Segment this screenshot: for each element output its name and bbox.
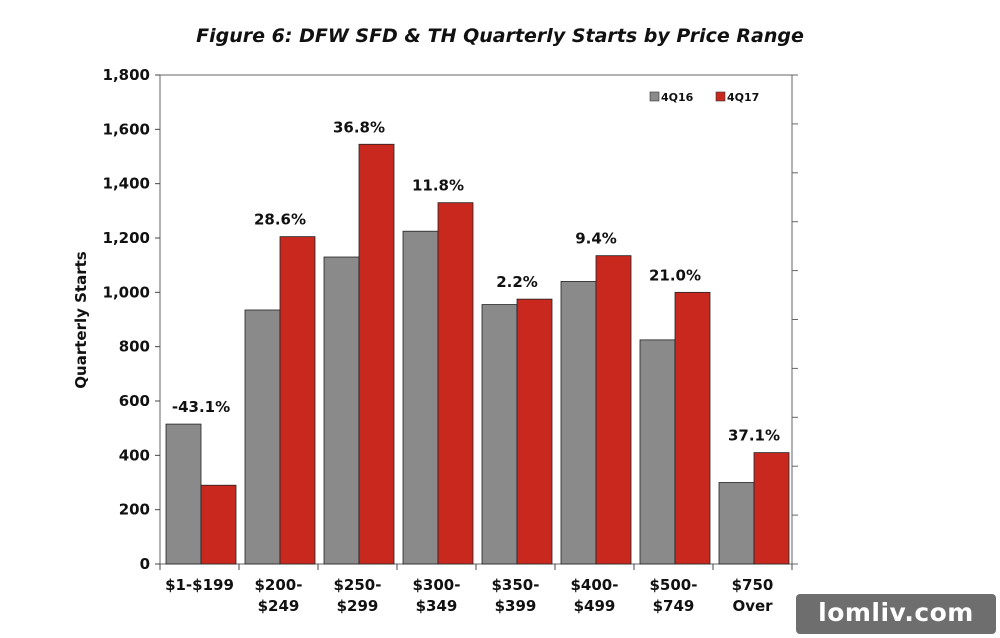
y-tick-label: 1,600 <box>103 120 150 138</box>
y-tick-label: 800 <box>119 338 150 356</box>
bar-4q17 <box>358 143 395 565</box>
y-tick-label: 200 <box>119 501 150 519</box>
bar-4q17 <box>279 236 316 565</box>
bar-4q16 <box>718 482 755 565</box>
x-category-label: $400- <box>571 576 619 594</box>
y-tick-label: 1,400 <box>103 175 150 193</box>
x-category-label: Over <box>732 597 773 615</box>
bar-4q17 <box>516 298 553 565</box>
watermark-logo: lomliv.com <box>794 592 998 636</box>
y-tick-label: 1,000 <box>103 283 150 301</box>
bar-4q16 <box>402 230 439 565</box>
x-category-label: $350- <box>492 576 540 594</box>
bar-4q16 <box>639 339 676 565</box>
x-category-label: $250- <box>334 576 382 594</box>
legend-label-4q17: 4Q17 <box>727 91 759 104</box>
x-category-label: $200- <box>255 576 303 594</box>
x-category-label: $399 <box>495 597 537 615</box>
change-percent-label: 2.2% <box>496 273 538 291</box>
bar-4q17 <box>437 202 474 565</box>
y-axis-label: Quarterly Starts <box>72 251 90 388</box>
bar-4q16 <box>481 304 518 565</box>
bar-4q16 <box>244 309 281 565</box>
y-tick-label: 600 <box>119 392 150 410</box>
legend-swatch-4q17 <box>715 91 726 102</box>
chart-title: Figure 6: DFW SFD & TH Quarterly Starts … <box>196 25 804 47</box>
x-category-label: $499 <box>574 597 616 615</box>
x-category-label: $249 <box>258 597 300 615</box>
bar-4q17 <box>595 255 632 565</box>
x-category-label: $500- <box>650 576 698 594</box>
bar-4q16 <box>323 256 360 565</box>
change-percent-label: 37.1% <box>728 427 780 445</box>
x-category-label: $749 <box>653 597 695 615</box>
legend-label-4q16: 4Q16 <box>661 91 694 104</box>
change-percent-label: 36.8% <box>333 118 385 136</box>
plot-area: 0 200 400 600 800 1,000 1,200 1,400 1,600 1,800 -4… <box>103 66 798 615</box>
change-percent-label: -43.1% <box>172 398 230 416</box>
bar-4q17 <box>200 484 237 565</box>
x-category-label: $299 <box>337 597 379 615</box>
x-category-label: $1-$199 <box>165 576 234 594</box>
bar-4q17 <box>753 452 790 565</box>
y-tick-label: 0 <box>140 555 150 573</box>
change-percent-label: 28.6% <box>254 211 306 229</box>
change-percent-label: 9.4% <box>575 230 617 248</box>
x-category-label: $300- <box>413 576 461 594</box>
bar-4q17 <box>674 291 711 565</box>
y-tick-label: 1,200 <box>103 229 150 247</box>
legend-swatch-4q16 <box>649 91 660 102</box>
change-percent-label: 21.0% <box>649 266 701 284</box>
bar-4q16 <box>165 423 202 565</box>
x-category-label: $349 <box>416 597 458 615</box>
y-tick-label: 400 <box>119 446 150 464</box>
x-category-label: $750 <box>732 576 774 594</box>
bar-4q16 <box>560 281 597 565</box>
change-percent-label: 11.8% <box>412 177 464 195</box>
y-tick-label: 1,800 <box>103 66 150 84</box>
